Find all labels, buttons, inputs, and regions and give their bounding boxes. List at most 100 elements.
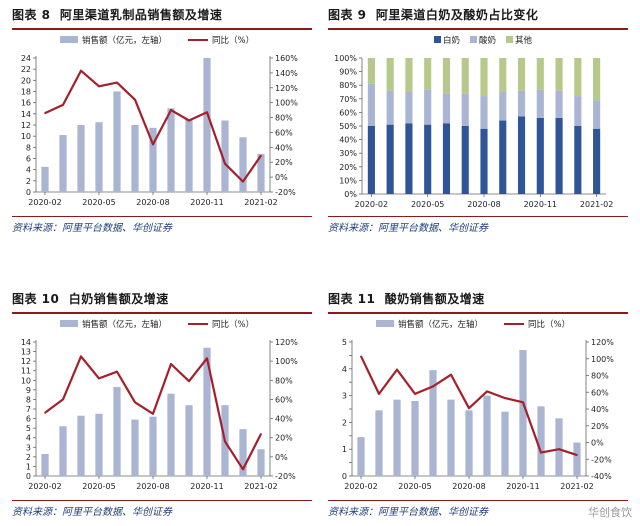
left-tick-label: 0 bbox=[342, 472, 347, 481]
bar bbox=[221, 120, 229, 192]
x-tick-label: 2020-11 bbox=[190, 198, 223, 207]
left-tick-label: 20 bbox=[21, 76, 31, 85]
left-tick-label: 22 bbox=[21, 65, 31, 74]
chart-11-plot: 销售额（亿元，左轴） 同比（%） 0 1 2 3 4 5 -40% -20% 0% 20% 40% 60%… bbox=[342, 319, 614, 491]
left-tick-label: 4 bbox=[26, 166, 31, 175]
x-tick-label: 2020-05 bbox=[82, 482, 115, 491]
left-tick-label: 2 bbox=[26, 453, 31, 462]
line-point bbox=[206, 357, 208, 360]
chart-panel-10: 图表 10 白奶销售额及增速 销售额（亿元，左轴） 同比（%） 0 1 2 3 4 5 6 7 8 9… bbox=[12, 290, 322, 522]
left-tick-label: 9 bbox=[26, 386, 31, 395]
left-tick-label: 1 bbox=[26, 462, 31, 471]
bar bbox=[41, 166, 49, 192]
stacked-bar-segment-white-milk bbox=[574, 126, 582, 194]
right-tick-label: 160% bbox=[275, 54, 298, 63]
y-tick-label: 70% bbox=[339, 95, 357, 104]
line-point bbox=[170, 363, 172, 365]
bar bbox=[95, 122, 103, 192]
bar bbox=[59, 135, 67, 192]
left-tick-label: 12 bbox=[21, 121, 31, 130]
legend-swatch-bar bbox=[60, 36, 78, 43]
right-tick-label: 140% bbox=[275, 69, 298, 78]
bar bbox=[555, 418, 563, 476]
x-tick-label: 2021-02 bbox=[244, 198, 277, 207]
right-tick-label: 40% bbox=[275, 415, 293, 424]
left-tick-label: 4 bbox=[342, 365, 347, 374]
legend-label-line: 同比（%） bbox=[212, 319, 254, 330]
x-tick-label: 2020-02 bbox=[344, 482, 377, 491]
right-tick-label: 60% bbox=[275, 128, 293, 137]
y-tick-label: 50% bbox=[339, 122, 357, 131]
line-point bbox=[360, 355, 362, 358]
line-point bbox=[62, 398, 64, 401]
right-tick-label: 20% bbox=[275, 158, 293, 167]
right-tick-label: 40% bbox=[591, 405, 609, 414]
y-tick-label: 100% bbox=[334, 54, 357, 63]
stacked-bar-segment-other bbox=[405, 58, 413, 92]
bar bbox=[257, 154, 265, 192]
bar bbox=[149, 416, 157, 476]
stacked-bar-segment-yogurt bbox=[405, 92, 413, 124]
title-divider bbox=[328, 28, 628, 30]
y-tick-label: 90% bbox=[339, 68, 357, 77]
right-tick-label: 40% bbox=[275, 143, 293, 152]
left-tick-label: 4 bbox=[26, 434, 31, 443]
line-point bbox=[206, 111, 208, 114]
left-tick-label: 3 bbox=[26, 443, 31, 452]
stacked-bar-segment-yogurt bbox=[480, 96, 488, 129]
line-point bbox=[576, 454, 578, 456]
stacked-bar-segment-yogurt bbox=[442, 93, 451, 124]
y-tick-label: 30% bbox=[339, 149, 357, 158]
left-tick-label: 10 bbox=[21, 376, 31, 385]
chart-title-11: 图表 11 酸奶销售额及增速 bbox=[328, 292, 485, 306]
title-divider bbox=[12, 28, 312, 30]
legend-swatch-other bbox=[506, 36, 513, 43]
right-tick-label: -20% bbox=[275, 188, 296, 197]
line-point bbox=[116, 370, 118, 373]
left-tick-label: 2 bbox=[26, 177, 31, 186]
bar bbox=[239, 137, 247, 192]
chart-10-plot: 销售额（亿元，左轴） 同比（%）01234567891011121314-20%0… bbox=[21, 319, 298, 491]
stacked-bar-segment-yogurt bbox=[386, 90, 394, 125]
bar bbox=[239, 429, 247, 476]
bar bbox=[357, 437, 365, 476]
line-point bbox=[432, 385, 434, 388]
legend-swatch-bar bbox=[60, 320, 78, 327]
stacked-bar-segment-white-milk bbox=[367, 126, 375, 194]
bar bbox=[203, 58, 211, 192]
y-tick-label: 60% bbox=[339, 108, 357, 117]
stacked-bar-segment-yogurt bbox=[367, 83, 375, 126]
stacked-bar-segment-white-milk bbox=[386, 124, 394, 194]
left-tick-label: 16 bbox=[21, 99, 31, 108]
y-tick-label: 40% bbox=[339, 136, 357, 145]
stacked-bar-segment-white-milk bbox=[536, 117, 544, 194]
chart-panel-9: 图表 9 阿里渠道白奶及酸奶占比变化 白奶 酸奶 其他 0% 10% 20% 30% 40% 5… bbox=[328, 6, 638, 242]
line-point bbox=[134, 401, 136, 404]
chart-8-plot: 销售额（亿元，左轴） 同比（%）024681012141618202224-20%… bbox=[21, 35, 298, 207]
line-point bbox=[450, 373, 452, 376]
stacked-bar-segment-yogurt bbox=[424, 89, 432, 125]
right-tick-label: 80% bbox=[275, 114, 293, 123]
left-tick-label: 14 bbox=[21, 110, 31, 119]
stacked-bar-segment-white-milk bbox=[517, 116, 526, 194]
line-point bbox=[396, 368, 398, 371]
left-tick-label: 6 bbox=[26, 415, 31, 424]
left-tick-label: 5 bbox=[342, 338, 347, 347]
source-divider bbox=[12, 216, 312, 217]
left-tick-label: 11 bbox=[21, 367, 31, 376]
legend-label: 白奶 bbox=[443, 35, 460, 46]
left-tick-label: 0 bbox=[26, 188, 31, 197]
title-divider bbox=[12, 312, 312, 314]
right-tick-label: 20% bbox=[591, 422, 609, 431]
stacked-bar-segment-other bbox=[424, 58, 432, 90]
bar bbox=[411, 400, 419, 476]
x-tick-label: 2020-08 bbox=[136, 198, 169, 207]
x-tick-label: 2021-02 bbox=[244, 482, 277, 491]
line-point bbox=[80, 355, 82, 358]
right-tick-label: 120% bbox=[275, 84, 298, 93]
stacked-bar-segment-other bbox=[536, 58, 544, 90]
legend-label: 其他 bbox=[515, 35, 533, 46]
right-tick-label: 80% bbox=[275, 376, 293, 385]
legend-swatch-yogurt bbox=[470, 36, 477, 43]
left-tick-label: 13 bbox=[21, 348, 31, 357]
